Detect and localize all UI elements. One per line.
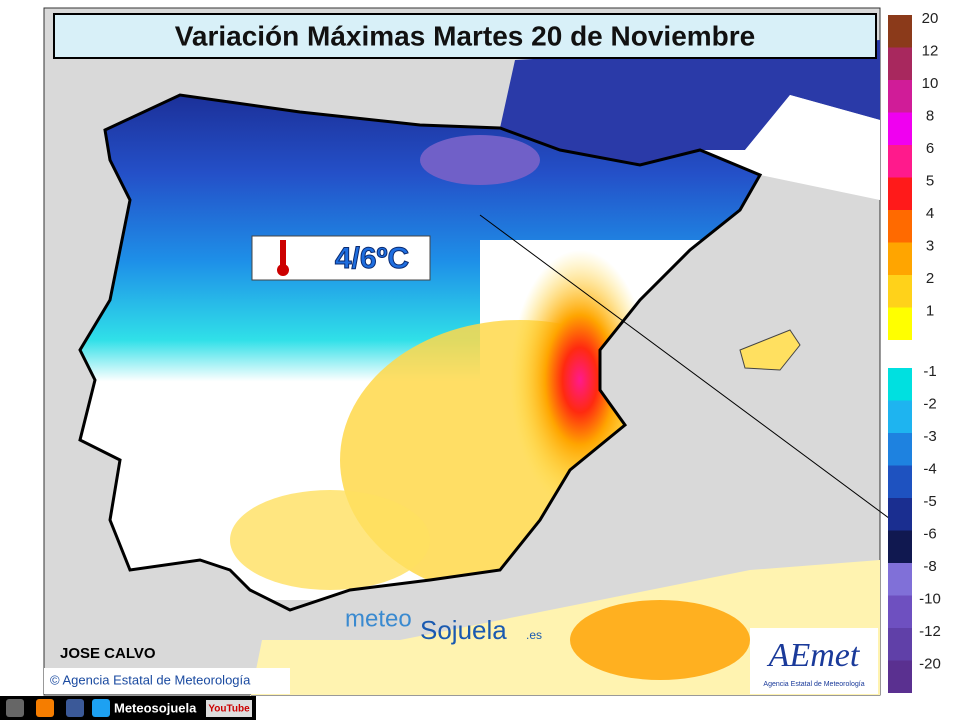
legend-label: 1 xyxy=(926,302,934,319)
legend-swatch xyxy=(888,400,912,433)
legend-swatch xyxy=(888,80,912,113)
legend-swatch xyxy=(888,368,912,401)
thermometer-bulb xyxy=(277,264,289,276)
legend-swatch xyxy=(888,307,912,340)
legend-label: -5 xyxy=(923,493,936,510)
logo-box xyxy=(750,628,878,694)
youtube-box xyxy=(206,700,252,717)
legend-label: -20 xyxy=(919,655,941,672)
legend-swatch xyxy=(888,177,912,210)
legend-label: -1 xyxy=(923,363,936,380)
legend-label: 6 xyxy=(926,140,934,157)
legend-swatch xyxy=(888,563,912,596)
legend-label: 10 xyxy=(922,75,939,92)
legend-label: -8 xyxy=(923,558,936,575)
legend-swatch xyxy=(888,660,912,693)
youtube: YouTube xyxy=(208,704,250,715)
france-south xyxy=(700,95,880,200)
thermometer xyxy=(280,240,286,268)
legend-swatch xyxy=(888,433,912,466)
legend: 20 12 10 8 6 5 4 3 2 1 -1 -2 -3 -4 -5 -6 -8 -10 -12 -20 xyxy=(888,10,941,693)
title-box xyxy=(53,13,877,59)
legend-label: 20 xyxy=(922,10,939,27)
watermark-2: Sojuela xyxy=(420,615,507,645)
legend-swatch xyxy=(888,595,912,628)
credit: © Agencia Estatal de Meteorología xyxy=(50,672,251,687)
legend-label: -10 xyxy=(919,590,941,607)
watermark-3: .es xyxy=(526,628,542,642)
legend-swatch xyxy=(888,242,912,275)
pointer-line xyxy=(479,214,906,531)
legend-swatch xyxy=(888,530,912,563)
watermark-1: meteo xyxy=(345,605,412,632)
legend-swatch xyxy=(888,628,912,661)
africa-warm xyxy=(570,600,750,680)
legend-swatch xyxy=(888,145,912,178)
icon-twitter xyxy=(92,699,110,717)
legend-swatch xyxy=(888,275,912,308)
legend-label: 3 xyxy=(926,237,934,254)
title: Variación Máximas Martes 20 de Noviembre xyxy=(175,20,756,51)
legend-label: -2 xyxy=(923,395,936,412)
legend-swatch xyxy=(888,498,912,531)
credit-box xyxy=(44,668,290,694)
logo: AEmet xyxy=(767,637,861,674)
icon-camera xyxy=(6,699,24,717)
coastline xyxy=(78,93,763,612)
legend-swatch xyxy=(888,47,912,80)
channel: Meteosojuela xyxy=(114,700,197,715)
logo-caption: Agencia Estatal de Meteorología xyxy=(763,681,864,688)
legend-label: 12 xyxy=(922,42,939,59)
france xyxy=(500,40,880,165)
legend-swatch xyxy=(888,15,912,48)
legend-label: -4 xyxy=(923,460,936,477)
legend-swatch xyxy=(888,210,912,243)
legend-label: -3 xyxy=(923,428,936,445)
legend-label: 5 xyxy=(926,172,934,189)
icon-blogger xyxy=(36,699,54,717)
legend-label: 8 xyxy=(926,107,934,124)
legend-swatch xyxy=(888,465,912,498)
legend-label: -6 xyxy=(923,525,936,542)
legend-swatch xyxy=(888,112,912,145)
annotation: 4/6ºC xyxy=(335,242,409,275)
balearic xyxy=(739,329,801,371)
icon-facebook xyxy=(66,699,84,717)
legend-label: -12 xyxy=(919,623,941,640)
author: JOSE CALVO xyxy=(60,645,156,662)
legend-label: 2 xyxy=(926,270,934,287)
legend-label: 4 xyxy=(926,205,934,222)
